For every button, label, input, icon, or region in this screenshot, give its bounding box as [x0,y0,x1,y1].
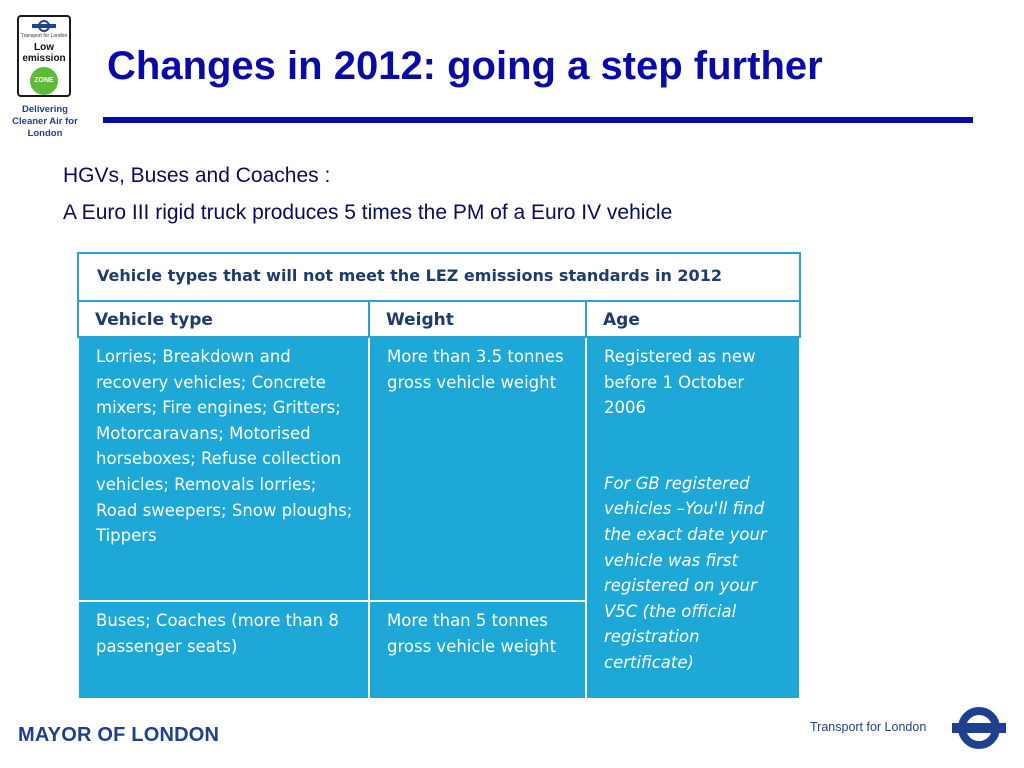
page-title: Changes in 2012: going a step further [107,44,823,88]
lez-logo: Transport for London Low emission ZONE [17,15,71,97]
badge-low-emission: Low emission [22,42,66,64]
tfl-footer-text: Transport for London [810,720,927,734]
lez-tagline: Delivering Cleaner Air for London [12,104,78,139]
column-header-weight: Weight [368,300,587,338]
zone-circle-icon: ZONE [30,67,58,95]
age-note: For GB registered vehicles –You'll find … [604,473,767,672]
cell-weight: More than 3.5 tonnes gross vehicle weigh… [368,336,587,602]
cell-vehicle-type: Lorries; Breakdown and recovery vehicles… [77,336,370,602]
column-header-vehicle-type: Vehicle type [77,300,370,338]
age-text: Registered as new before 1 October 2006 [604,347,756,418]
column-header-age: Age [585,300,801,338]
body-statement: A Euro III rigid truck produces 5 times … [63,201,673,224]
table-row: Buses; Coaches (more than 8 passenger se… [77,600,800,700]
cell-weight: More than 5 tonnes gross vehicle weight [368,600,587,700]
tfl-roundel-icon [952,707,1006,749]
mayor-of-london-logo: MAYOR OF LONDON [18,724,220,746]
badge-tfl-text: Transport for London [20,33,68,39]
tfl-roundel-small-icon [32,20,56,36]
cell-vehicle-type: Buses; Coaches (more than 8 passenger se… [77,600,370,700]
subheading: HGVs, Buses and Coaches : [63,164,331,187]
cell-age: Registered as new before 1 October 2006 … [585,336,801,700]
table-caption: Vehicle types that will not meet the LEZ… [77,252,801,302]
table-row: Lorries; Breakdown and recovery vehicles… [77,336,801,700]
lez-standards-table: Vehicle types that will not meet the LEZ… [77,252,801,700]
title-divider [103,117,973,123]
